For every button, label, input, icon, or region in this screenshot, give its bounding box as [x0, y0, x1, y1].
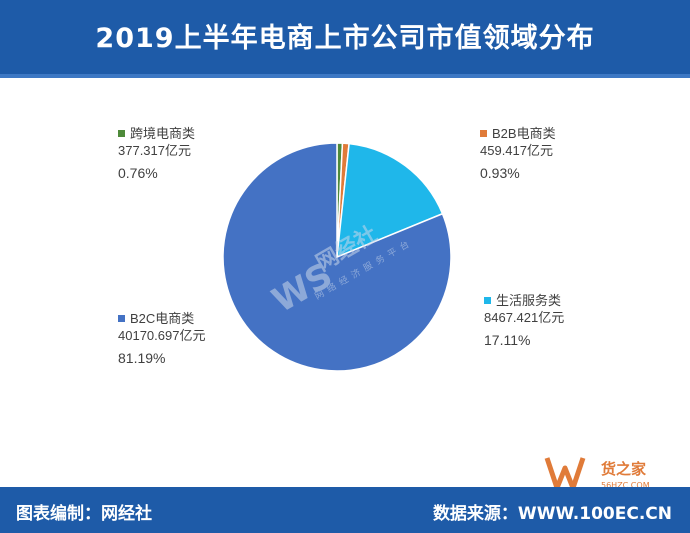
slice-label: 跨境电商类 — [130, 126, 196, 141]
chart-title: 2019上半年电商上市公司市值领域分布 — [95, 23, 595, 54]
slice-label: B2B电商类 — [492, 126, 556, 141]
swatch-cross-border — [118, 130, 125, 137]
label-cross-border: 跨境电商类 377.317亿元 0.76% — [118, 125, 195, 182]
slice-label: B2C电商类 — [130, 311, 195, 326]
swatch-life-services — [484, 297, 491, 304]
slice-percent: 81.19% — [118, 350, 166, 366]
footer-source: 数据来源：WWW.100EC.CN — [432, 504, 672, 524]
slice-percent: 0.76% — [118, 165, 158, 181]
swatch-b2c — [118, 315, 125, 322]
footer-credit: 图表编制：网经社 — [16, 504, 152, 524]
logo-text: 货之家 — [601, 460, 646, 478]
pie-slice-2 — [336, 142, 444, 259]
slice-value: 40170.697亿元 — [118, 328, 206, 343]
slice-label: 生活服务类 — [496, 293, 562, 308]
slice-percent: 0.93% — [480, 165, 520, 181]
footer-bar: 图表编制：网经社 数据来源：WWW.100EC.CN — [0, 487, 690, 533]
swatch-b2b — [480, 130, 487, 137]
label-life-services: 生活服务类 8467.421亿元 17.11% — [484, 292, 564, 349]
logo-w-icon: 货之家 56HZC.COM — [544, 457, 650, 491]
label-b2c: B2C电商类 40170.697亿元 81.19% — [118, 310, 205, 367]
logo-subtext: 56HZC.COM — [601, 481, 650, 490]
slice-value: 459.417亿元 — [480, 143, 553, 158]
header-stripe — [0, 74, 690, 78]
slice-percent: 17.11% — [484, 332, 531, 348]
company-logo: 货之家 56HZC.COM — [543, 452, 683, 496]
slice-value: 377.317亿元 — [118, 143, 191, 158]
pie-slice-3 — [222, 142, 452, 372]
label-b2b: B2B电商类 459.417亿元 0.93% — [480, 125, 556, 182]
header-bar: 2019上半年电商上市公司市值领域分布 — [0, 0, 690, 74]
slice-value: 8467.421亿元 — [484, 310, 565, 325]
